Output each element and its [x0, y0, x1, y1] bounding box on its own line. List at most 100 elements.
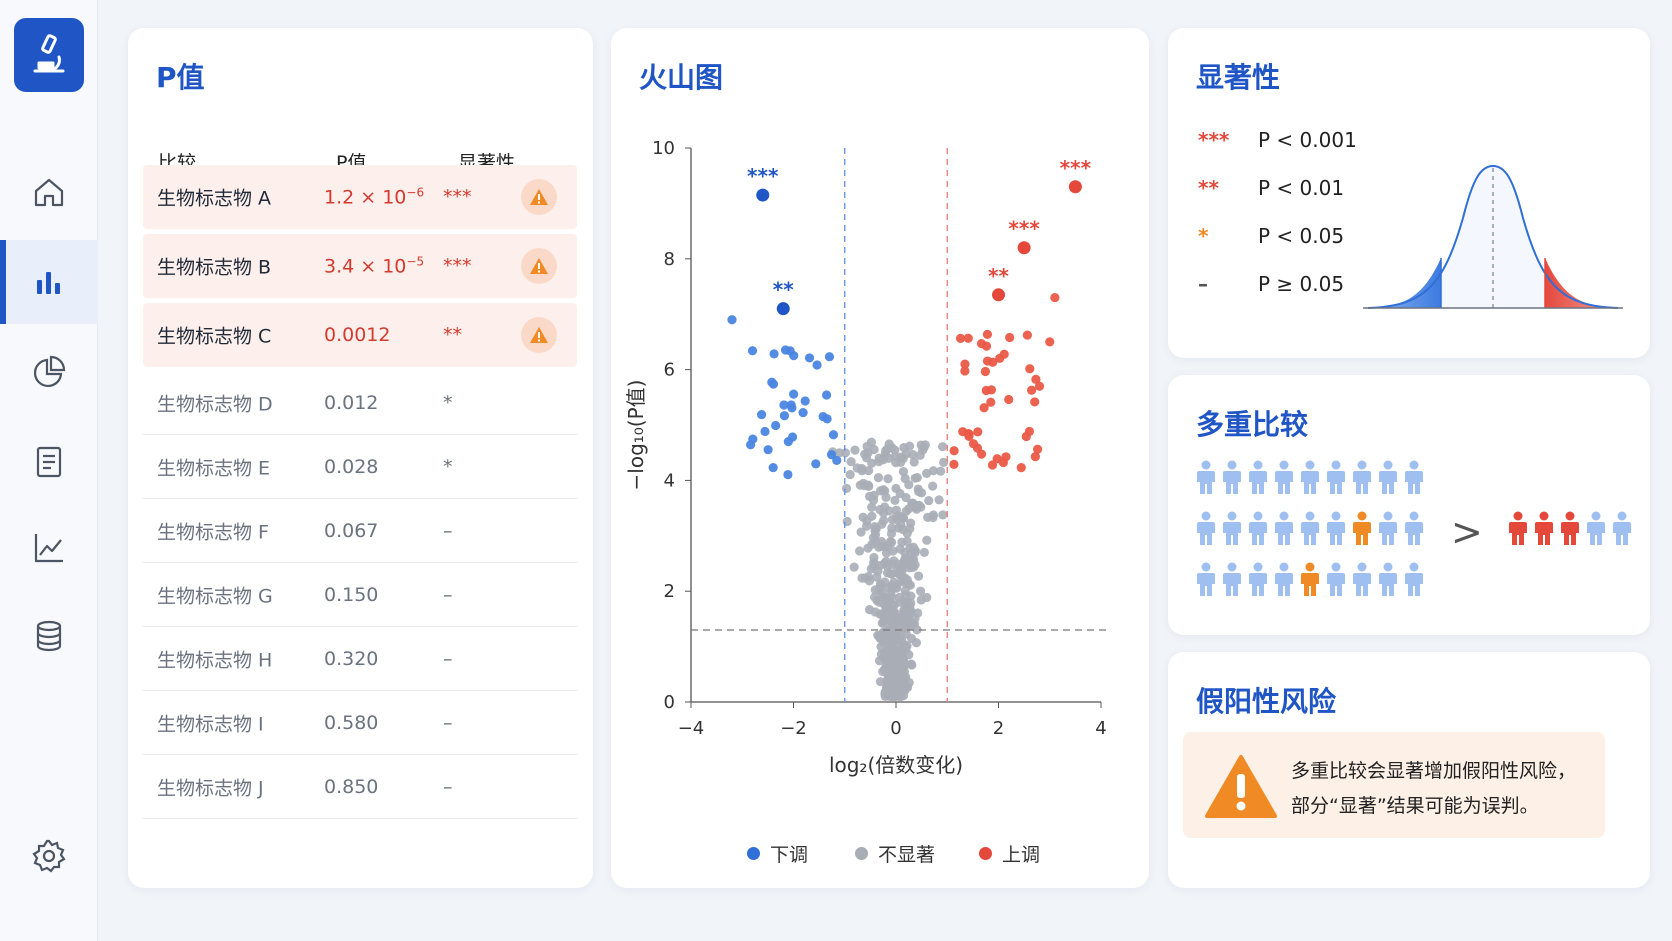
data-point: [976, 449, 987, 459]
data-point: [1034, 381, 1045, 391]
nav-report[interactable]: [0, 420, 98, 504]
x-axis-label: log₂(倍数变化): [829, 753, 963, 777]
nav-home[interactable]: [0, 150, 98, 234]
data-point: [891, 458, 901, 468]
row-stars: –: [443, 583, 453, 606]
labeled-point: [1068, 180, 1082, 194]
data-point: [898, 453, 908, 464]
table-row[interactable]: 生物标志物 B 3.4 × 10−5 ***: [143, 234, 577, 298]
nav-database[interactable]: [0, 594, 98, 678]
sig-stars-0: –: [1198, 272, 1208, 296]
pvalue-base: 0.850: [324, 775, 379, 798]
row-name: 生物标志物 I: [157, 713, 264, 735]
table-row[interactable]: 生物标志物 F 0.067 –: [143, 499, 577, 563]
data-point: [845, 469, 855, 480]
table-row[interactable]: 生物标志物 H 0.320 –: [143, 627, 577, 691]
person-icon: [1300, 460, 1320, 498]
data-point: [908, 449, 918, 460]
person-icon: [1196, 460, 1216, 498]
person-icon: [1248, 562, 1268, 600]
legend-ns-label: 不显著: [878, 844, 936, 866]
data-point: [867, 458, 877, 468]
table-row[interactable]: 生物标志物 J 0.850 –: [143, 755, 577, 819]
data-point: [877, 519, 887, 529]
data-point: [964, 431, 974, 441]
gear-icon: [32, 839, 66, 873]
nav-analysis[interactable]: [0, 240, 98, 324]
sidebar: [0, 0, 98, 941]
point-star-label: ***: [747, 164, 779, 188]
legend-down: 下调: [747, 840, 808, 867]
table-row[interactable]: 生物标志物 I 0.580 –: [143, 691, 577, 755]
nav-settings[interactable]: [0, 814, 98, 898]
sig-text-3: P < 0.001: [1258, 128, 1357, 152]
warning-icon[interactable]: [521, 317, 557, 353]
person-icon-false-positive: [1300, 562, 1320, 600]
row-stars: **: [443, 324, 462, 346]
row-pvalue: 3.4 × 10−5: [324, 254, 424, 277]
person-icon: [1612, 511, 1632, 549]
table-row[interactable]: 生物标志物 E 0.028 *: [143, 435, 577, 499]
data-point: [1022, 330, 1032, 340]
data-point: [812, 360, 822, 370]
row-stars: –: [443, 775, 453, 798]
data-point: [877, 593, 888, 603]
data-point: [869, 444, 879, 455]
data-point: [783, 469, 793, 480]
sig-stars-1: *: [1198, 224, 1209, 248]
data-point: [768, 462, 778, 473]
table-row[interactable]: 生物标志物 A 1.2 × 10−6 ***: [143, 165, 577, 229]
point-star-label: **: [988, 264, 1009, 288]
nav-pie[interactable]: [0, 330, 98, 414]
data-point: [804, 353, 815, 363]
person-icon-significant: [1508, 511, 1528, 549]
data-point: [873, 630, 883, 640]
legend-down-label: 下调: [770, 844, 809, 866]
person-icon: [1300, 511, 1320, 549]
warning-box: 多重比较会显著增加假阳性风险， 部分“显著”结果可能为误判。: [1183, 732, 1605, 838]
data-point: [919, 547, 929, 558]
data-point: [891, 505, 901, 515]
data-point: [748, 434, 758, 444]
data-point: [1033, 444, 1043, 454]
data-point: [869, 552, 879, 563]
data-point: [779, 411, 790, 421]
data-point: [879, 558, 890, 568]
data-point: [727, 315, 737, 325]
labeled-point: [1017, 241, 1031, 255]
warning-icon[interactable]: [521, 179, 557, 215]
person-icon-significant: [1560, 511, 1580, 549]
data-point: [912, 472, 922, 483]
data-point: [877, 541, 887, 551]
data-point: [883, 474, 893, 484]
bar-chart-icon: [37, 272, 60, 294]
data-point: [1050, 292, 1060, 303]
person-icon: [1378, 460, 1398, 498]
data-point: [938, 510, 948, 520]
microscope-logo-icon[interactable]: [14, 18, 84, 92]
table-row[interactable]: 生物标志物 C 0.0012 **: [143, 303, 577, 367]
data-point: [832, 455, 842, 466]
data-point: [757, 409, 767, 420]
data-point: [882, 675, 893, 685]
data-point: [887, 443, 897, 453]
person-icon: [1404, 562, 1424, 600]
data-point: [1045, 337, 1055, 347]
sig-stars-3: ***: [1198, 128, 1230, 152]
data-point: [867, 511, 877, 521]
row-pvalue: 0.067: [324, 520, 378, 542]
warning-icon[interactable]: [521, 248, 557, 284]
data-point: [911, 504, 922, 514]
table-row[interactable]: 生物标志物 D 0.012 *: [143, 371, 577, 435]
normal-distribution-icon: [1363, 164, 1623, 309]
data-point: [980, 366, 991, 377]
data-point: [863, 480, 873, 490]
data-point: [905, 580, 915, 590]
labeled-point: [776, 302, 790, 316]
data-point: [869, 521, 880, 532]
data-point: [789, 351, 799, 361]
nav-trend[interactable]: [0, 506, 98, 590]
person-icon: [1352, 562, 1372, 600]
table-row[interactable]: 生物标志物 G 0.150 –: [143, 563, 577, 627]
data-point: [873, 473, 884, 483]
